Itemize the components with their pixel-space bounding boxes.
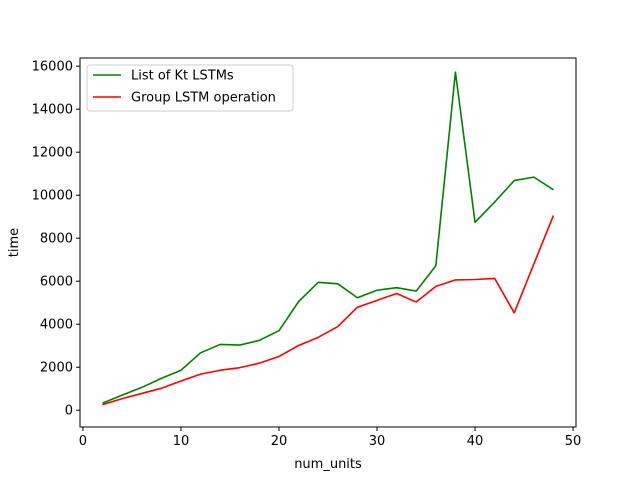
x-axis-label: num_units bbox=[294, 457, 362, 472]
series-line-1 bbox=[102, 71, 554, 404]
y-tick-label: 0 bbox=[65, 404, 73, 419]
plot-frame bbox=[79, 57, 577, 428]
x-tick-label: 30 bbox=[369, 434, 386, 449]
y-tick-label: 14000 bbox=[32, 103, 73, 118]
x-tick-label: 20 bbox=[271, 434, 288, 449]
x-tick-label: 50 bbox=[565, 434, 582, 449]
legend-label-1: List of Kt LSTMs bbox=[131, 69, 234, 84]
y-tick-label: 4000 bbox=[40, 318, 73, 333]
y-tick-label: 8000 bbox=[40, 232, 73, 247]
y-tick-label: 16000 bbox=[32, 60, 73, 75]
legend-label-2: Group LSTM operation bbox=[131, 91, 276, 106]
series-layer bbox=[102, 71, 555, 406]
x-axis: 0 10 20 30 40 50 bbox=[79, 427, 582, 449]
y-tick-label: 6000 bbox=[40, 275, 73, 290]
y-tick-label: 10000 bbox=[32, 189, 73, 204]
legend: List of Kt LSTMs Group LSTM operation bbox=[86, 64, 294, 112]
y-tick-label: 2000 bbox=[40, 361, 73, 376]
series-line-2 bbox=[102, 215, 555, 406]
y-tick-label: 12000 bbox=[32, 146, 73, 161]
legend-box bbox=[86, 64, 294, 112]
x-tick-label: 0 bbox=[79, 434, 87, 449]
x-tick-label: 40 bbox=[467, 434, 484, 449]
y-axis-label: time bbox=[7, 228, 22, 257]
x-tick-label: 10 bbox=[173, 434, 190, 449]
y-axis: 0 2000 4000 6000 8000 10000 12000 14000 16000 bbox=[32, 60, 80, 419]
